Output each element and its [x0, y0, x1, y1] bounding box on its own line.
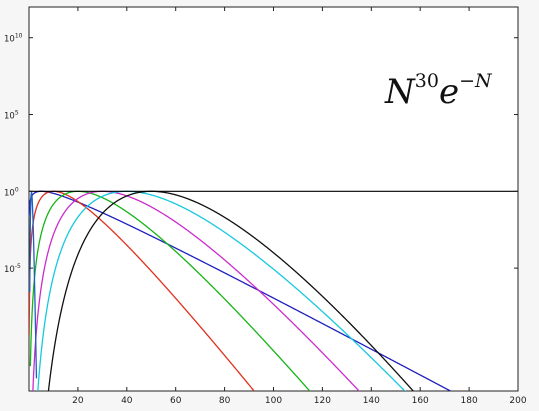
- formula-annotation: N30e−N: [385, 69, 492, 112]
- x-tick-label: 80: [219, 396, 231, 406]
- formula-tail: −N: [459, 69, 492, 92]
- formula-power: 30: [414, 69, 439, 92]
- x-tick-label: 40: [121, 396, 133, 406]
- series-line-6: [47, 190, 415, 391]
- x-tick-label: 60: [170, 396, 182, 406]
- y-axis: 1010 105 100 10-5: [4, 33, 518, 275]
- x-tick-label: 200: [509, 396, 526, 406]
- y-tick-label: 10-5: [4, 263, 21, 275]
- x-tick-label: 20: [72, 396, 84, 406]
- y-tick-label: 100: [4, 186, 19, 198]
- plot-area: [28, 6, 519, 392]
- x-tick-label: 140: [363, 396, 380, 406]
- series-line-4: [32, 190, 360, 391]
- series-line-2: [29, 190, 255, 391]
- x-axis: 20 40 60 80 100 120 140 160 180 200: [72, 7, 527, 406]
- y-tick-label: 105: [4, 110, 19, 122]
- series-line-1: [29, 190, 452, 391]
- x-tick-label: 160: [412, 396, 429, 406]
- y-tick-label: 1010: [4, 33, 23, 45]
- series-line-7: [29, 191, 38, 379]
- series-line-5: [37, 190, 406, 391]
- x-tick-label: 100: [265, 396, 282, 406]
- formula-mid: e: [438, 72, 460, 112]
- x-tick-label: 180: [461, 396, 478, 406]
- formula-base: N: [385, 72, 415, 112]
- x-tick-label: 120: [314, 396, 331, 406]
